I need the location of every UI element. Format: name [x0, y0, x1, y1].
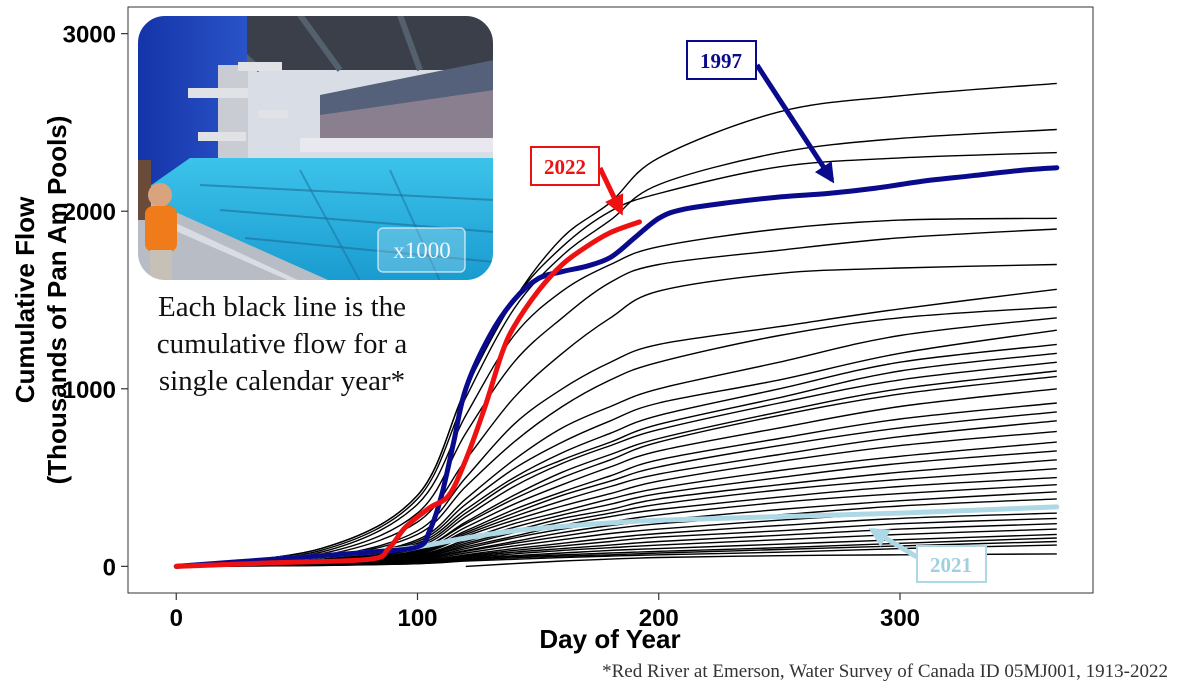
y-tick-label-3000: 3000	[63, 22, 116, 49]
callout-1997: 1997	[686, 40, 835, 184]
year-line-1	[176, 82, 1057, 568]
x-tick-label-300: 300	[880, 605, 920, 632]
pool-photo	[137, 15, 494, 281]
callout-2022-arrow	[597, 166, 624, 216]
note-line-3: single calendar year*	[159, 365, 405, 397]
x-axis-ticks: 0 100 200 300	[170, 593, 920, 632]
y-axis-title-line2: (Thousands of Pan Am Pools)	[42, 116, 72, 485]
series-line-1997	[173, 165, 1060, 569]
photo-label: x1000	[393, 238, 451, 263]
callout-1997-label: 1997	[700, 49, 742, 73]
year-line-2	[176, 128, 1057, 568]
callout-2022: 2022	[530, 146, 624, 216]
year-line-36	[176, 544, 1057, 568]
year-line-6	[176, 288, 1057, 568]
y-tick-label-1000: 1000	[63, 377, 116, 404]
x-tick-label-0: 0	[170, 605, 183, 632]
year-line-11	[176, 352, 1057, 568]
x-tick-label-100: 100	[397, 605, 437, 632]
year-line-3	[176, 217, 1057, 568]
series-line-2022	[173, 219, 642, 569]
y-axis-ticks: 0 1000 2000 3000	[63, 22, 128, 581]
callout-2021-arrow	[868, 527, 919, 560]
callout-2021-label: 2021	[930, 553, 972, 577]
footnote: *Red River at Emerson, Water Survey of C…	[602, 661, 1168, 682]
callout-2021: 2021	[868, 527, 987, 583]
year-line-14	[176, 375, 1057, 568]
year-line-5	[176, 263, 1057, 568]
callout-1997-arrow	[754, 63, 835, 184]
y-axis-title-line1: Cumulative Flow	[10, 196, 40, 403]
x-tick-label-200: 200	[639, 605, 679, 632]
callout-2022-label: 2022	[544, 155, 586, 179]
x-axis-title: Day of Year	[539, 624, 680, 654]
y-tick-label-0: 0	[103, 554, 116, 581]
y-tick-label-2000: 2000	[63, 199, 116, 226]
note-line-1: Each black line is the	[158, 291, 406, 323]
highlighted-year-lines	[173, 165, 1060, 569]
note-line-2: cumulative flow for a	[157, 328, 408, 360]
year-line-4	[176, 228, 1057, 568]
photo-label-box	[377, 227, 466, 273]
